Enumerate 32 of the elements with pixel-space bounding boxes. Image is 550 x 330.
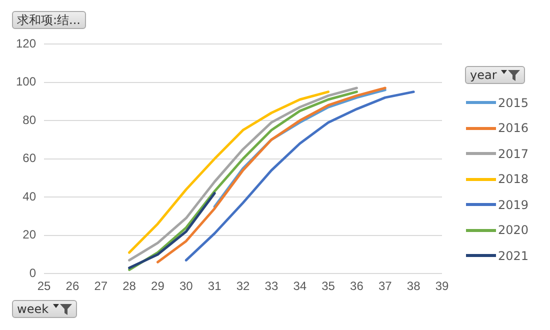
legend-label: 2018 <box>498 172 529 186</box>
legend-label: 2020 <box>498 223 529 238</box>
x-tick-label: 35 <box>322 279 336 294</box>
x-tick-label: 37 <box>378 279 392 294</box>
y-tick-label: 80 <box>22 112 36 127</box>
legend-label: 2016 <box>498 121 529 136</box>
x-tick-label: 28 <box>122 279 136 294</box>
legend-label: 2015 <box>498 96 529 110</box>
legend-label: 2017 <box>498 146 529 161</box>
x-tick-label: 29 <box>151 279 165 294</box>
y-axis-title: 求和项:结... <box>17 12 80 28</box>
x-tick-label: 36 <box>350 279 364 294</box>
legend-title: year <box>470 68 497 82</box>
x-tick-label: 26 <box>66 279 80 294</box>
x-tick-label: 27 <box>94 279 108 294</box>
x-tick-label: 25 <box>37 279 52 294</box>
x-tick-label: 31 <box>208 279 222 294</box>
x-tick-label: 32 <box>236 279 250 294</box>
y-tick-label: 120 <box>16 36 36 50</box>
legend-label: 2021 <box>498 248 529 263</box>
x-tick-label: 34 <box>293 279 307 294</box>
y-tick-label: 20 <box>22 228 36 242</box>
x-tick-label: 39 <box>435 279 449 294</box>
x-tick-label: 30 <box>179 279 194 294</box>
y-tick-label: 60 <box>22 151 36 166</box>
x-axis-title: week <box>17 302 49 316</box>
y-tick-label: 40 <box>22 189 36 204</box>
x-tick-label: 33 <box>264 279 278 294</box>
y-tick-label: 100 <box>16 74 36 89</box>
legend-label: 2019 <box>498 198 529 212</box>
x-tick-label: 38 <box>406 279 421 294</box>
y-tick-label: 0 <box>29 266 36 280</box>
